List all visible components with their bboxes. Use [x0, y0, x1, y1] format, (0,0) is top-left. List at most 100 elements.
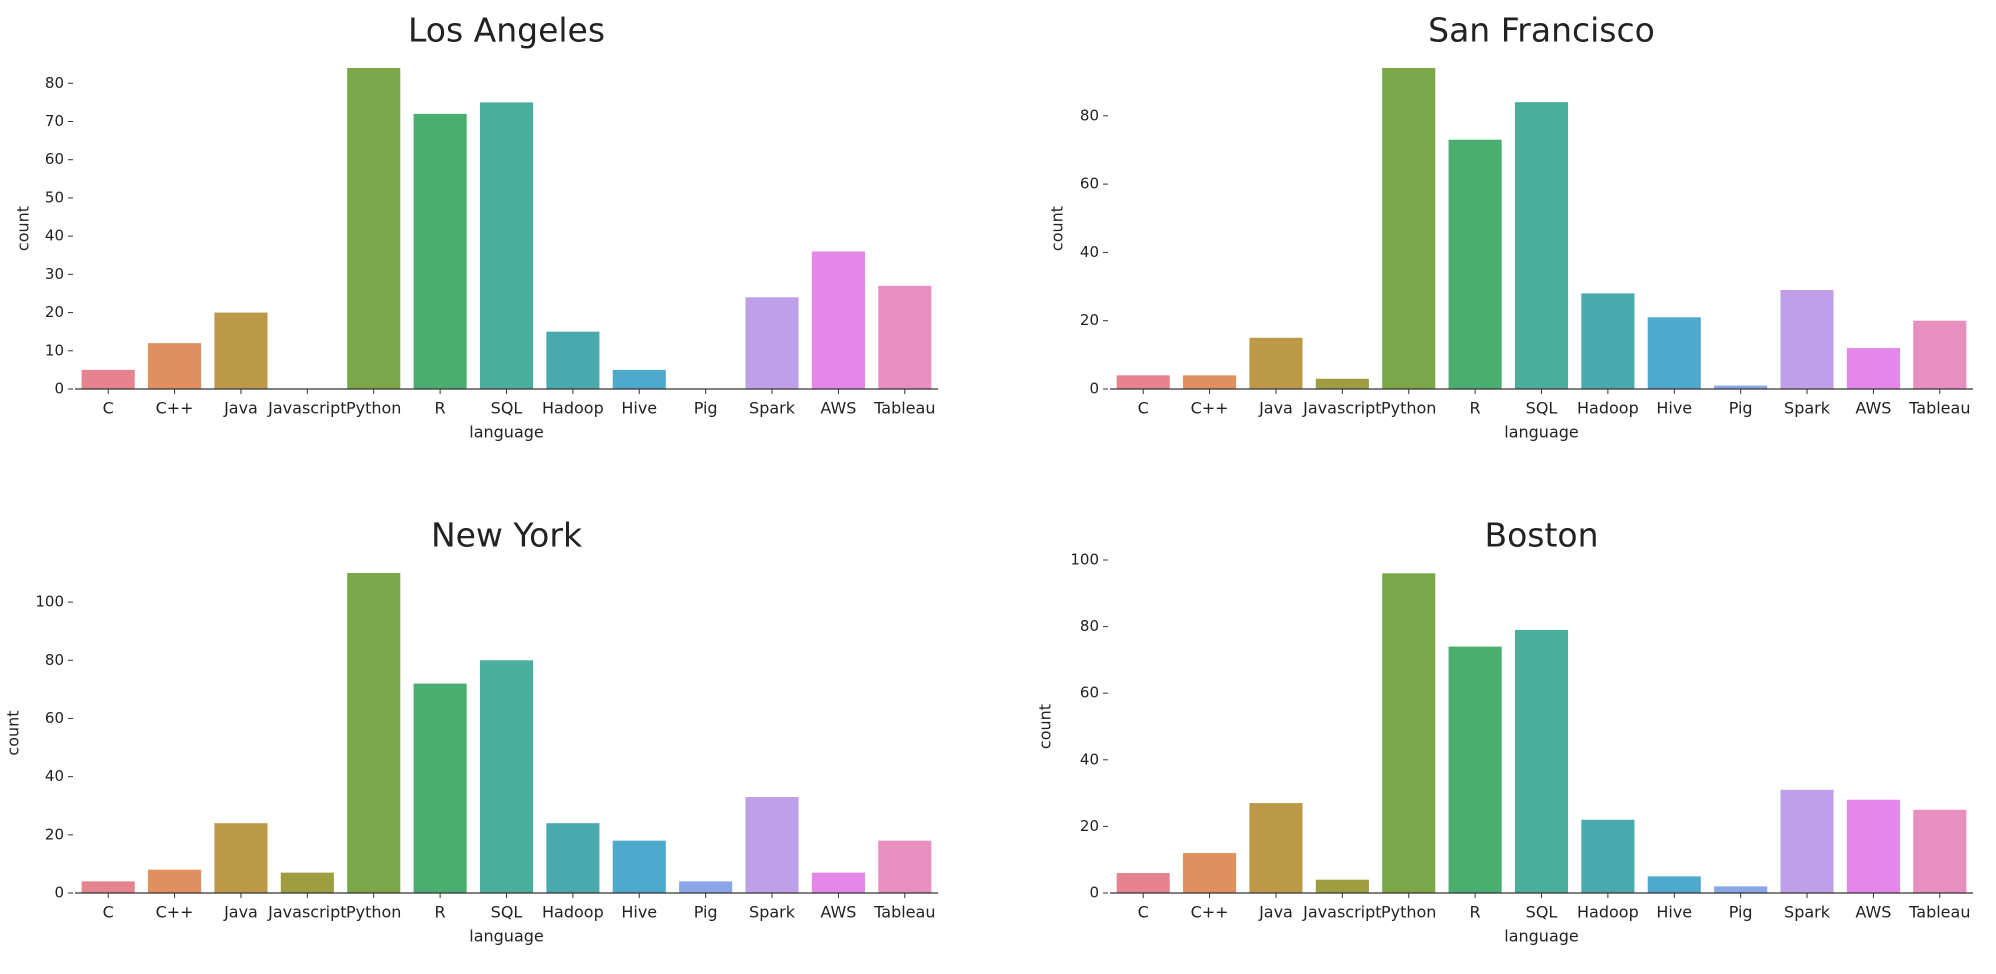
bar	[745, 797, 799, 893]
bar	[878, 285, 932, 389]
y-tick-label: 40	[1080, 750, 1099, 768]
x-tick-label: Python	[346, 399, 401, 418]
bar	[1183, 375, 1237, 389]
x-axis-label: language	[1504, 423, 1579, 442]
x-tick-label: Hive	[621, 399, 657, 418]
x-tick-label: Hadoop	[542, 903, 604, 922]
x-tick-label: R	[1470, 903, 1481, 922]
y-tick-label: 20	[1080, 311, 1099, 329]
chart-title: San Francisco	[1428, 11, 1655, 50]
bar	[280, 872, 334, 893]
bar	[413, 113, 467, 389]
y-tick-label: 0	[54, 380, 64, 398]
y-tick-label: 80	[45, 74, 64, 92]
x-tick-label: Hadoop	[542, 399, 604, 418]
bar	[1382, 68, 1436, 389]
x-axis-label: language	[1504, 927, 1579, 946]
x-tick-label: Python	[346, 903, 401, 922]
y-tick-label: 40	[45, 227, 64, 245]
x-tick-label: R	[435, 903, 446, 922]
bar	[1448, 646, 1502, 893]
bar	[1514, 629, 1569, 893]
x-tick-label: AWS	[820, 903, 856, 922]
x-tick-label: C	[1138, 903, 1149, 922]
x-tick-label: Tableau	[1908, 903, 1970, 922]
x-tick-label: Javascript	[1302, 903, 1381, 922]
x-tick-label: C++	[156, 399, 194, 418]
bar	[1249, 337, 1303, 389]
bar	[1514, 102, 1569, 390]
x-tick-label: C++	[1191, 903, 1229, 922]
x-tick-label: C++	[1191, 399, 1229, 418]
y-tick-label: 80	[1080, 617, 1099, 635]
bar	[1714, 886, 1768, 893]
x-tick-label: Tableau	[1908, 399, 1970, 418]
x-tick-label: Python	[1381, 399, 1436, 418]
y-tick-label: 60	[1080, 684, 1099, 702]
bar	[612, 369, 666, 389]
chart-title: Boston	[1484, 516, 1598, 555]
y-axis-label: count	[1048, 206, 1067, 251]
bar	[1846, 799, 1900, 893]
y-tick-label: 50	[45, 188, 64, 206]
bar	[1116, 375, 1170, 389]
x-tick-label: Java	[1258, 903, 1293, 922]
y-tick-label: 0	[54, 884, 64, 902]
bar	[1647, 317, 1701, 389]
y-axis-label: count	[1036, 704, 1055, 749]
y-tick-label: 60	[1080, 175, 1099, 193]
bar	[81, 369, 135, 389]
x-tick-label: C	[1138, 399, 1149, 418]
bar	[479, 102, 534, 390]
y-tick-label: 10	[45, 341, 64, 359]
bar	[413, 683, 467, 893]
y-tick-label: 40	[45, 767, 64, 785]
bar	[347, 573, 401, 893]
x-tick-label: Hadoop	[1577, 399, 1639, 418]
y-axis-label: count	[14, 206, 33, 251]
y-tick-label: 40	[1080, 243, 1099, 261]
x-tick-label: SQL	[491, 903, 523, 922]
x-tick-label: SQL	[491, 399, 523, 418]
bar	[347, 68, 401, 389]
bar	[1780, 789, 1834, 893]
bar	[1780, 289, 1834, 389]
bar	[214, 823, 268, 893]
bar	[811, 251, 865, 389]
y-tick-label: 30	[45, 265, 64, 283]
x-tick-label: Spark	[1784, 399, 1831, 418]
x-tick-label: C	[103, 903, 114, 922]
x-tick-label: Javascript	[1302, 399, 1381, 418]
x-tick-label: Pig	[694, 903, 718, 922]
bar	[81, 881, 135, 893]
bar	[1913, 809, 1967, 893]
x-tick-label: Hive	[621, 903, 657, 922]
x-tick-label: Spark	[1784, 903, 1831, 922]
bar	[745, 297, 799, 389]
x-tick-label: Spark	[749, 903, 796, 922]
bar	[679, 881, 733, 893]
x-tick-label: Hive	[1656, 399, 1692, 418]
y-tick-label: 100	[35, 593, 64, 611]
x-tick-label: Pig	[1729, 903, 1753, 922]
bar	[878, 840, 932, 893]
bar	[1581, 293, 1635, 389]
x-axis-label: language	[469, 423, 544, 442]
x-tick-label: Hive	[1656, 903, 1692, 922]
bar	[479, 660, 534, 893]
x-tick-label: Pig	[694, 399, 718, 418]
bar	[1846, 348, 1900, 389]
x-tick-label: AWS	[1855, 903, 1891, 922]
y-tick-label: 0	[1089, 884, 1099, 902]
bar	[148, 343, 202, 389]
bar	[1315, 879, 1369, 893]
y-tick-label: 70	[45, 112, 64, 130]
x-tick-label: Tableau	[873, 399, 935, 418]
y-tick-label: 20	[1080, 817, 1099, 835]
y-tick-label: 20	[45, 825, 64, 843]
bar	[1448, 139, 1502, 389]
bar	[148, 869, 202, 893]
x-axis-label: language	[469, 927, 544, 946]
chart-title: New York	[431, 516, 583, 555]
